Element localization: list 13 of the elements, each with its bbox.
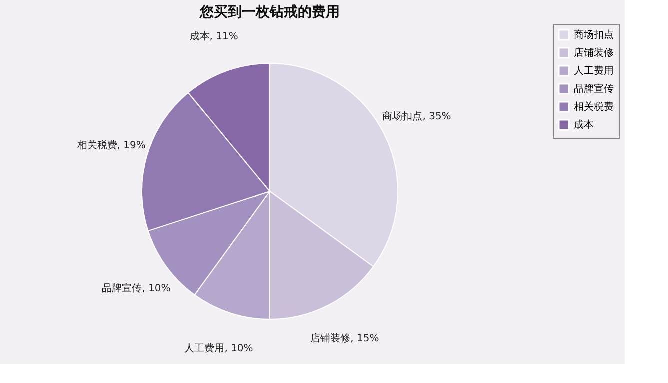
legend-label: 人工费用 xyxy=(574,65,614,77)
data-label: 品牌宣传, 10% xyxy=(102,282,171,294)
legend-label: 成本 xyxy=(574,119,594,131)
data-label: 相关税费, 19% xyxy=(77,139,146,152)
data-label: 商场扣点, 35% xyxy=(382,110,452,123)
chart-title: 您买到一枚钻戒的费用 xyxy=(199,4,340,20)
data-label: 人工费用, 10% xyxy=(184,342,254,354)
legend-label: 品牌宣传 xyxy=(574,83,614,95)
legend-label: 相关税费 xyxy=(574,101,614,113)
data-label: 店铺装修, 15% xyxy=(310,332,380,345)
legend-label: 商场扣点 xyxy=(574,29,614,41)
legend-label: 店铺装修 xyxy=(574,47,614,59)
data-label: 成本, 11% xyxy=(190,30,238,42)
